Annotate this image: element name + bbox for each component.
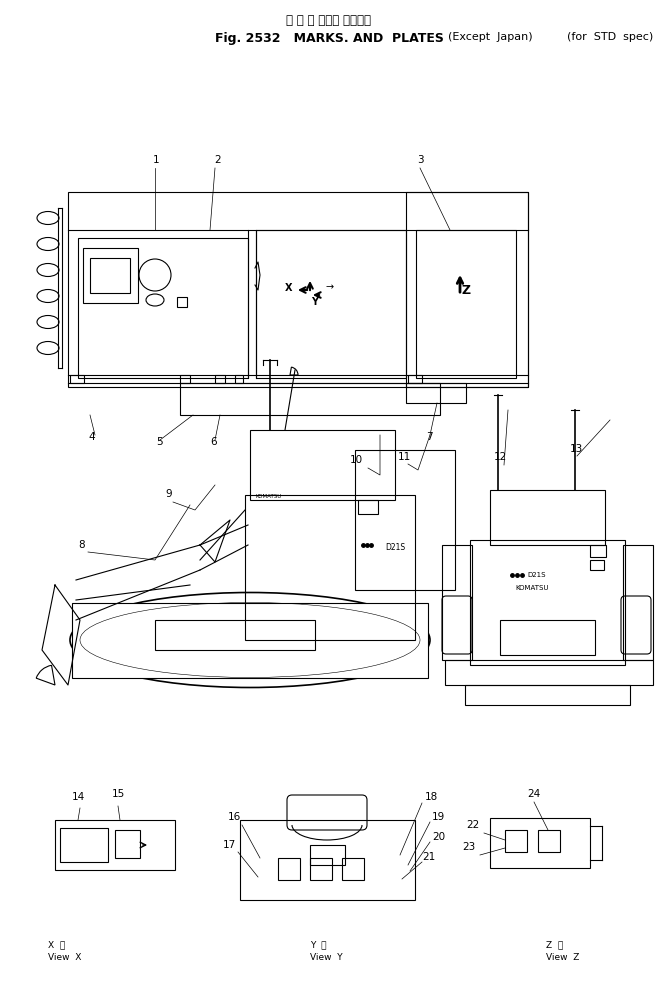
Bar bbox=[590, 560, 604, 570]
Bar bbox=[490, 490, 605, 545]
Text: 17: 17 bbox=[223, 840, 236, 850]
Text: 16: 16 bbox=[228, 812, 241, 822]
Text: 15: 15 bbox=[112, 789, 125, 799]
Bar bbox=[83, 248, 138, 303]
Bar bbox=[250, 430, 395, 500]
Bar bbox=[177, 297, 187, 307]
Bar bbox=[416, 230, 516, 378]
Bar bbox=[68, 192, 528, 387]
Text: 22: 22 bbox=[466, 820, 479, 830]
Text: 13: 13 bbox=[570, 444, 583, 454]
Text: 7: 7 bbox=[426, 432, 432, 442]
Bar bbox=[310, 858, 332, 880]
Bar bbox=[72, 603, 428, 678]
Text: 18: 18 bbox=[425, 792, 438, 802]
Text: 24: 24 bbox=[527, 789, 540, 799]
Text: View  Z: View Z bbox=[546, 953, 580, 962]
Text: 21: 21 bbox=[422, 852, 435, 862]
Text: 3: 3 bbox=[417, 155, 424, 165]
Text: 12: 12 bbox=[494, 452, 507, 462]
Text: 20: 20 bbox=[432, 832, 445, 842]
Bar bbox=[55, 820, 175, 870]
Text: KOMATSU: KOMATSU bbox=[255, 494, 281, 499]
Text: →: → bbox=[325, 282, 333, 292]
Bar bbox=[623, 545, 653, 660]
Text: Y: Y bbox=[311, 297, 318, 307]
Text: Fig. 2532   MARKS. AND  PLATES: Fig. 2532 MARKS. AND PLATES bbox=[215, 32, 443, 45]
Text: (Except  Japan): (Except Japan) bbox=[447, 32, 532, 42]
Bar bbox=[235, 375, 243, 383]
Bar bbox=[490, 818, 590, 868]
Bar bbox=[115, 830, 140, 858]
Bar bbox=[406, 383, 466, 403]
Bar bbox=[180, 375, 190, 383]
Bar bbox=[240, 820, 415, 900]
Text: 5: 5 bbox=[156, 437, 163, 447]
Text: マ ー ク および プレート: マ ー ク および プレート bbox=[286, 14, 372, 27]
Text: X: X bbox=[284, 283, 292, 293]
Bar bbox=[256, 230, 406, 378]
Bar bbox=[278, 858, 300, 880]
Bar bbox=[70, 375, 84, 383]
Bar bbox=[406, 192, 528, 387]
Text: View  X: View X bbox=[48, 953, 82, 962]
Text: 4: 4 bbox=[88, 432, 95, 442]
Text: 9: 9 bbox=[165, 489, 172, 499]
Text: 10: 10 bbox=[350, 455, 363, 465]
Text: Y  版: Y 版 bbox=[310, 940, 326, 949]
Text: KOMATSU: KOMATSU bbox=[515, 585, 549, 591]
Bar bbox=[78, 238, 248, 378]
Text: 6: 6 bbox=[210, 437, 216, 447]
Bar bbox=[408, 375, 422, 383]
Text: X  版: X 版 bbox=[48, 940, 65, 949]
Text: View  Y: View Y bbox=[310, 953, 343, 962]
Text: 11: 11 bbox=[398, 452, 411, 462]
Bar bbox=[538, 830, 560, 852]
Bar bbox=[355, 450, 455, 590]
Bar bbox=[590, 545, 606, 557]
Text: 23: 23 bbox=[462, 842, 475, 852]
Bar bbox=[465, 685, 630, 705]
Text: Z  版: Z 版 bbox=[546, 940, 563, 949]
Text: Z: Z bbox=[462, 283, 471, 297]
Bar bbox=[500, 620, 595, 655]
Bar bbox=[442, 545, 472, 660]
Text: D21S: D21S bbox=[527, 572, 545, 578]
Bar bbox=[470, 540, 625, 665]
Text: 2: 2 bbox=[214, 155, 220, 165]
Bar bbox=[342, 858, 364, 880]
Bar bbox=[180, 383, 440, 415]
Text: D21S: D21S bbox=[385, 543, 405, 551]
Bar bbox=[445, 660, 653, 685]
Bar bbox=[358, 500, 378, 514]
Text: (for  STD  spec): (for STD spec) bbox=[567, 32, 653, 42]
Text: 19: 19 bbox=[432, 812, 445, 822]
Bar bbox=[60, 828, 108, 862]
Bar bbox=[505, 830, 527, 852]
Text: 14: 14 bbox=[72, 792, 86, 802]
Bar bbox=[245, 495, 415, 640]
Text: 8: 8 bbox=[78, 540, 85, 550]
Text: 1: 1 bbox=[153, 155, 160, 165]
Bar bbox=[90, 258, 130, 293]
Bar bbox=[310, 845, 345, 865]
Bar bbox=[155, 620, 315, 650]
Bar bbox=[215, 375, 225, 383]
